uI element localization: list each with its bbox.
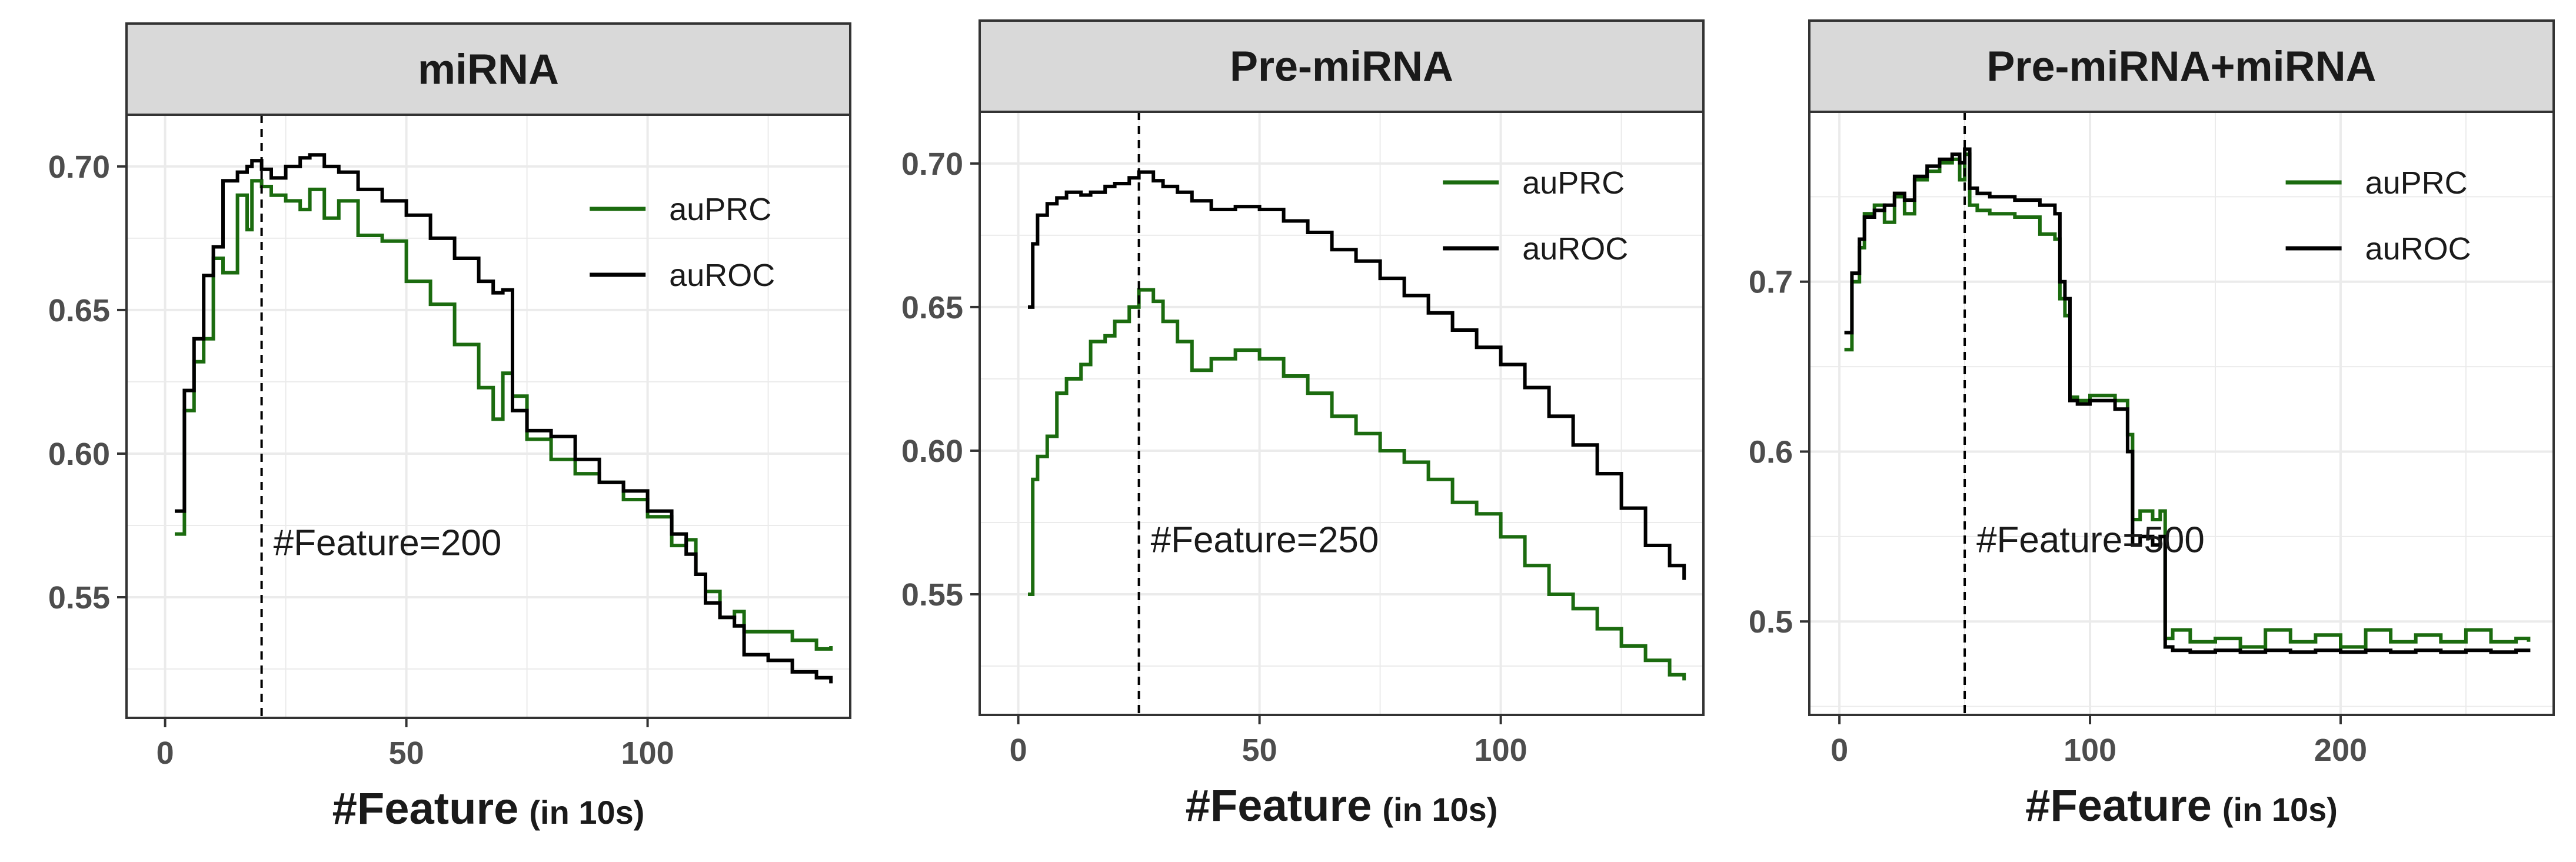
y-tick-label: 0.60 (48, 437, 110, 472)
x-axis-label: #Feature (in 10s) (332, 784, 645, 834)
y-tick-label: 0.65 (48, 293, 110, 328)
x-axis-label: #Feature (in 10s) (1186, 781, 1498, 831)
x-tick-label: 50 (389, 735, 424, 771)
legend-label-auPRC: auPRC (2365, 165, 2468, 201)
x-tick-label: 100 (621, 735, 674, 771)
x-axis-label-main: #Feature (2025, 781, 2212, 831)
y-tick-label: 0.6 (1749, 434, 1793, 470)
y-tick-label: 0.55 (48, 580, 110, 615)
panel-3: #Feature=500 auPRC auROC Pre-miRNA+miRNA 0.5… (1749, 19, 2555, 831)
legend-label-auROC: auROC (2365, 231, 2471, 267)
y-tick-label: 0.5 (1749, 604, 1793, 640)
x-tick-label: 0 (1831, 733, 1848, 768)
series-line-auPRC (1028, 288, 1686, 681)
x-axis-label-suffix: (in 10s) (2222, 791, 2338, 828)
legend-label-auROC: auROC (669, 258, 775, 293)
y-tick-label: 0.55 (901, 577, 963, 613)
panel-title: Pre-miRNA (1230, 44, 1453, 91)
strip-header (979, 19, 1705, 113)
y-tick-label: 0.7 (1749, 265, 1793, 300)
x-axis-label-suffix: (in 10s) (1382, 791, 1497, 828)
strip-header (1808, 19, 2555, 113)
series-line-auROC (1844, 147, 2531, 654)
feature-annotation: #Feature=250 (1151, 520, 1379, 560)
plot-area (1809, 112, 2554, 715)
feature-annotation: #Feature=500 (1976, 520, 2205, 560)
x-tick-label: 50 (1242, 733, 1277, 768)
x-axis-label: #Feature (in 10s) (2025, 781, 2338, 831)
panel-title: Pre-miRNA+miRNA (1986, 44, 2376, 91)
x-axis-label-suffix: (in 10s) (529, 794, 644, 831)
y-tick-label: 0.60 (901, 434, 963, 469)
x-tick-label: 100 (1475, 733, 1527, 768)
panel-title: miRNA (418, 46, 559, 94)
series-line-auROC (1028, 170, 1686, 580)
x-tick-label: 100 (2064, 733, 2116, 768)
panel-1: #Feature=200 auPRC auROC miRNA 0.55 0.60 0.65 0… (48, 22, 851, 834)
strip-header (125, 22, 851, 116)
x-tick-label: 0 (1010, 733, 1027, 768)
legend-label-auROC: auROC (1522, 231, 1628, 267)
y-tick-label: 0.65 (901, 290, 963, 325)
legend-label-auPRC: auPRC (1522, 165, 1625, 201)
panel-2: #Feature=250 auPRC auROC Pre-miRNA 0.55 0.60 0… (901, 19, 1705, 831)
feature-annotation: #Feature=200 (274, 522, 502, 563)
y-tick-label: 0.70 (901, 147, 963, 182)
legend-label-auPRC: auPRC (669, 192, 771, 227)
x-axis-label-main: #Feature (332, 784, 519, 834)
x-tick-label: 200 (2314, 733, 2367, 768)
x-tick-label: 0 (157, 735, 174, 771)
x-axis-label-main: #Feature (1186, 781, 1372, 831)
series-line-auROC (175, 153, 833, 684)
plot-area (980, 112, 1703, 715)
y-tick-label: 0.70 (48, 149, 110, 185)
